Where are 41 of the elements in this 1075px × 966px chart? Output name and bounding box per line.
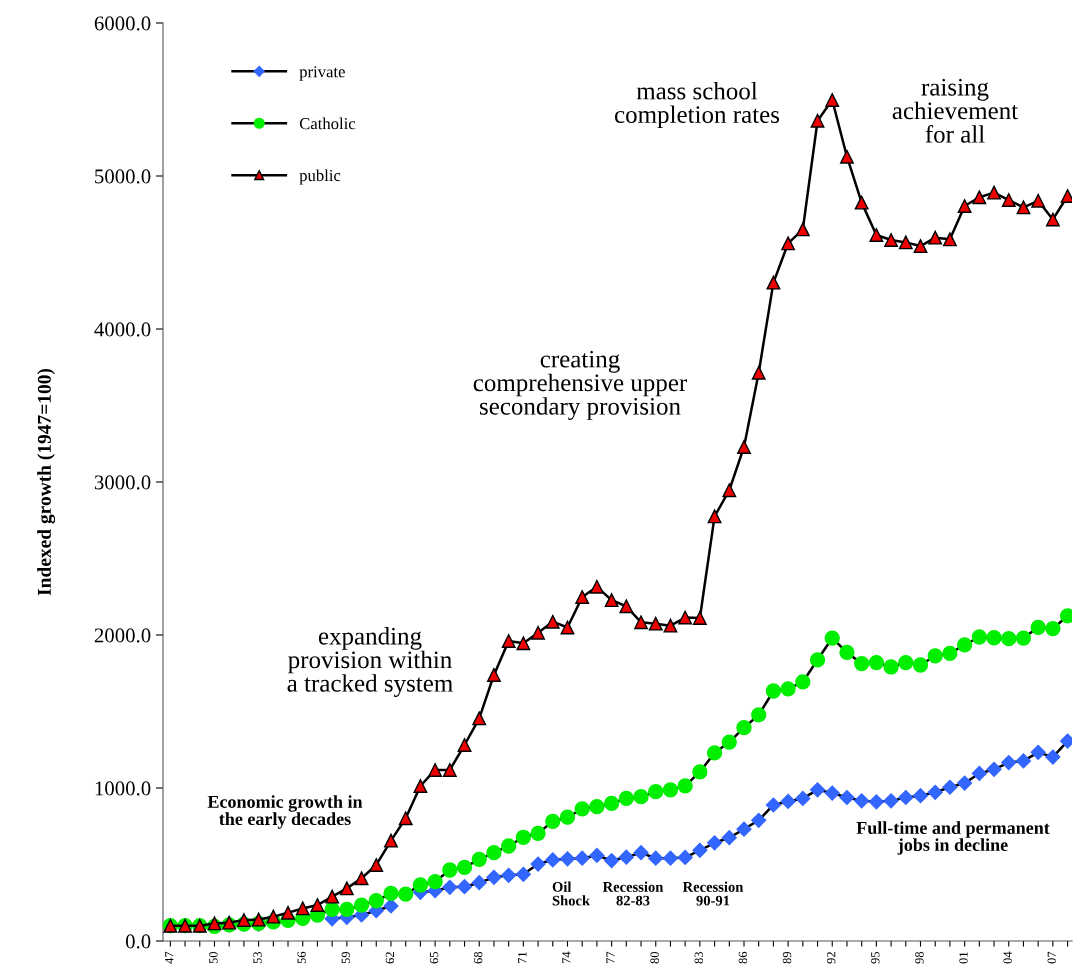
x-tick-label: 95 <box>871 951 880 964</box>
x-tick-label: 56 <box>297 951 306 964</box>
legend-label: Catholic <box>299 117 356 130</box>
y-tick-label: 1000.0 <box>95 781 151 796</box>
annotation: Recession 90-91 <box>682 881 744 906</box>
annotation: mass school completion rates <box>614 81 780 129</box>
annotation: creating comprehensive upper secondary provision <box>473 350 688 420</box>
x-tick-label: 68 <box>473 951 483 964</box>
legend-label: private <box>299 66 345 81</box>
x-tick-label: 62 <box>385 952 395 964</box>
y-tick-label: 4000.0 <box>94 322 151 337</box>
x-tick-label: 86 <box>738 951 748 964</box>
x-tick-label: 65 <box>429 951 439 964</box>
annotation: raising achievement for all <box>892 78 1019 143</box>
annotation: expanding provision within a tracked system <box>287 627 453 697</box>
annotation: Oil Shock <box>552 881 591 906</box>
annotation: Full-time and permanent jobs in decline <box>856 821 1050 855</box>
x-tick-label: 89 <box>782 951 792 964</box>
x-tick-label: 92 <box>826 952 836 964</box>
x-tick-label: 98 <box>915 951 924 964</box>
x-tick-label: 83 <box>694 951 703 964</box>
x-tick-label: 71 <box>518 952 527 964</box>
x-tick-label: 80 <box>650 951 659 964</box>
x-tick-label: 04 <box>1003 951 1012 964</box>
x-tick-label: 59 <box>341 951 350 964</box>
y-tick-label: 2000.0 <box>94 628 151 643</box>
x-tick-label: 74 <box>562 951 571 964</box>
x-tick-label: 77 <box>606 951 615 964</box>
y-tick-label: 5000.0 <box>95 169 151 184</box>
y-axis-title: Indexed growth (1947=100) <box>37 368 56 596</box>
x-tick-label: 07 <box>1047 951 1057 964</box>
x-tick-label: 01 <box>959 952 968 964</box>
x-tick-label: 53 <box>253 951 262 964</box>
legend-label: public <box>299 169 341 185</box>
y-tick-label: 3000.0 <box>94 475 151 490</box>
x-tick-label: 50 <box>209 951 218 964</box>
y-tick-label: 6000.0 <box>94 16 151 31</box>
y-tick-label: 0.0 <box>125 934 151 949</box>
annotation: Economic growth in the early decades <box>207 795 363 829</box>
annotation: Recession 82-83 <box>602 881 664 906</box>
x-tick-label: 47 <box>165 951 174 964</box>
